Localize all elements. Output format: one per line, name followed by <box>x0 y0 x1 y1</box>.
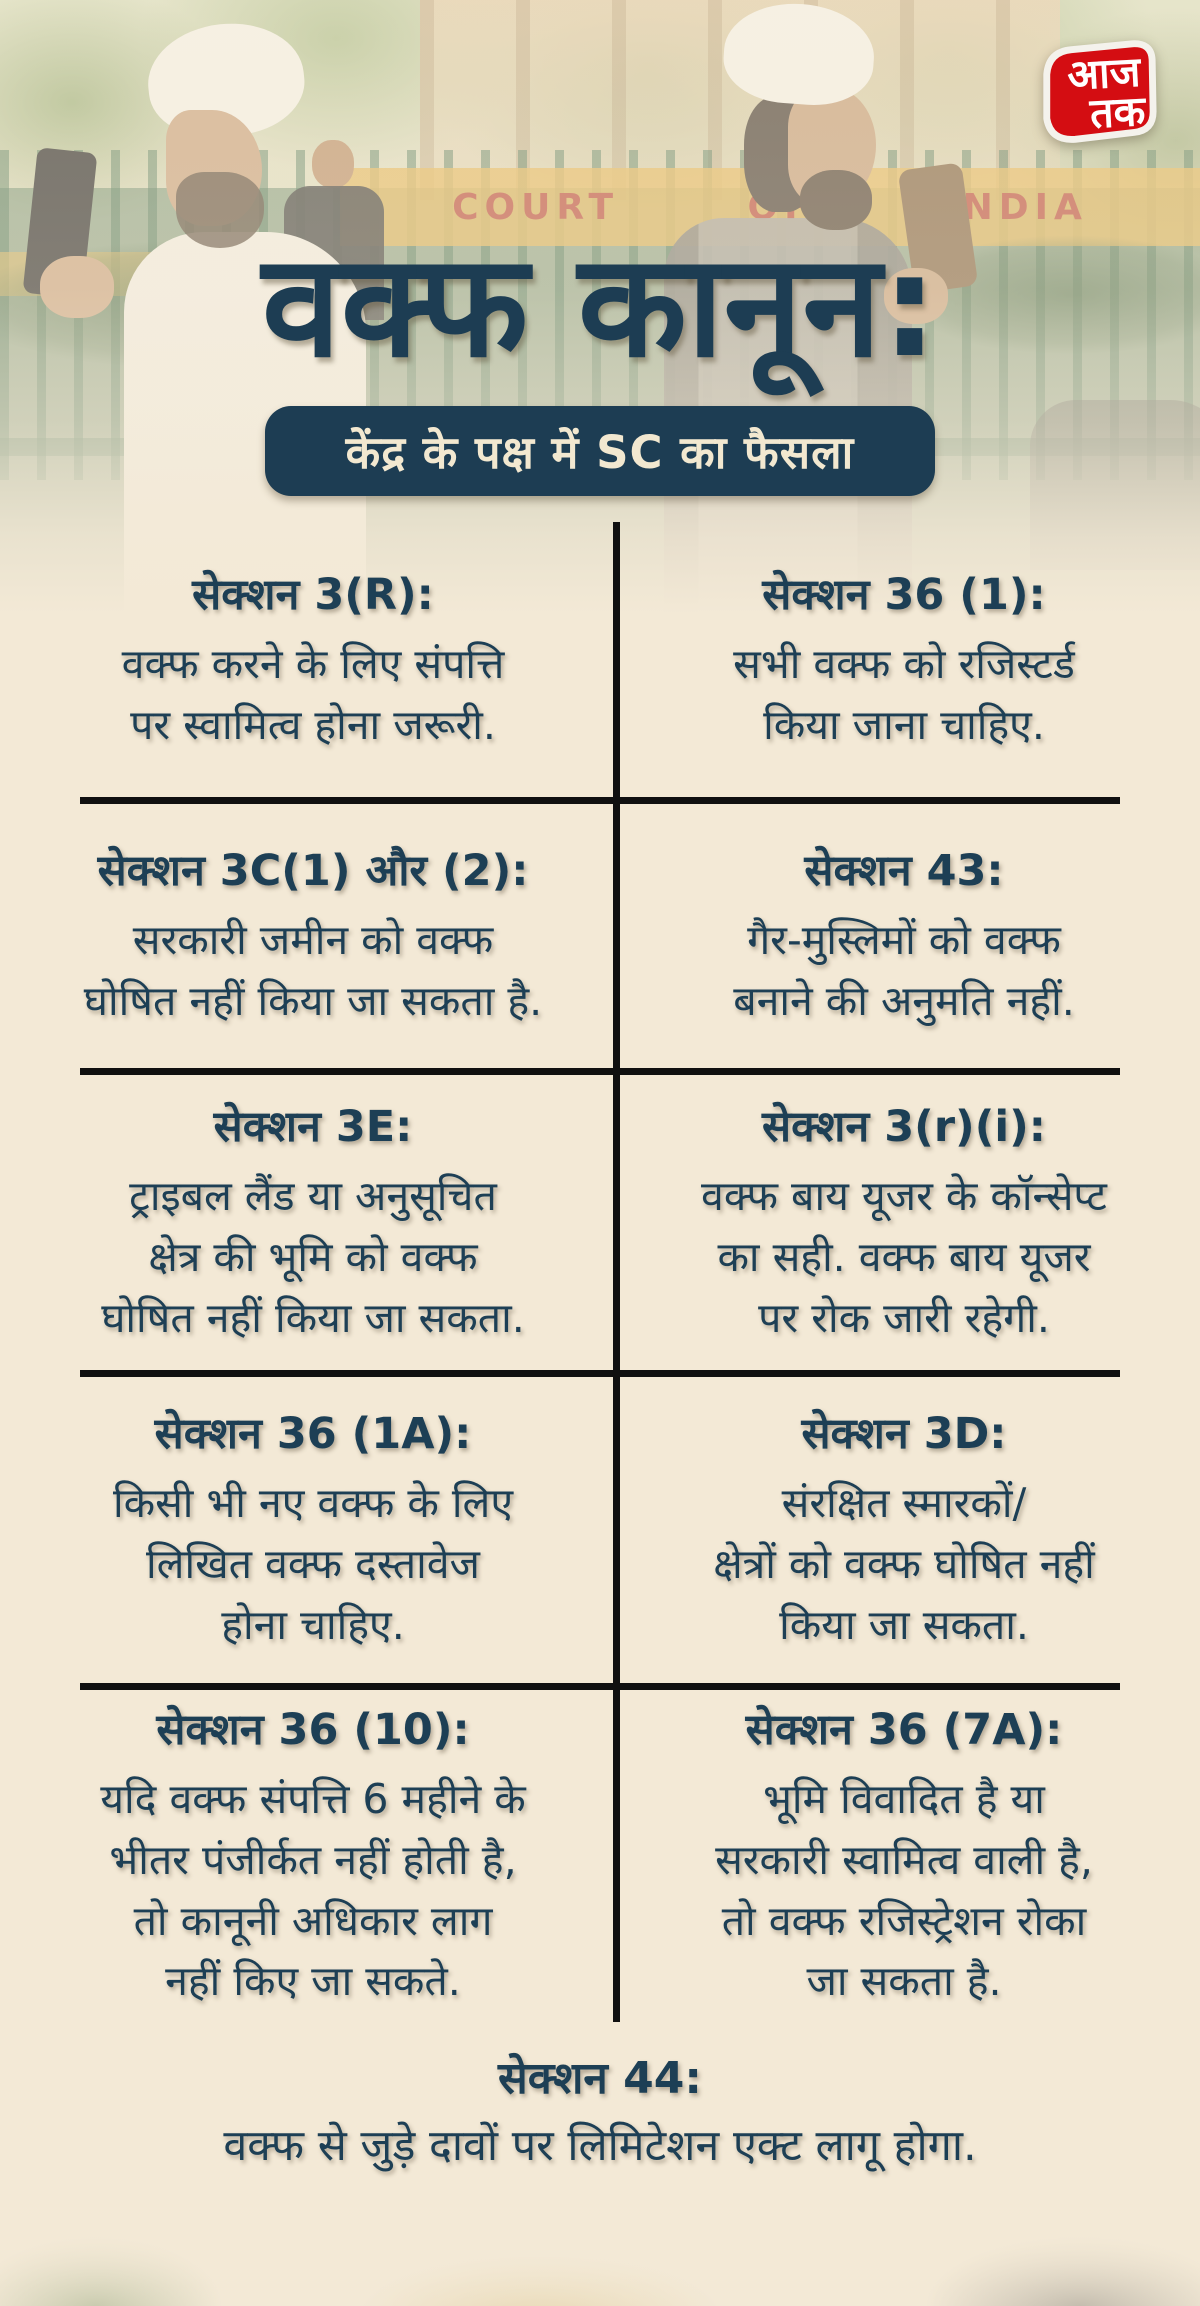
section-body: गैर-मुस्लिमों को वक्फ बनाने की अनुमति नह… <box>733 915 1075 1025</box>
section-heading: सेक्शन 3E: <box>213 1102 413 1153</box>
section-heading: सेक्शन 3D: <box>801 1409 1007 1460</box>
section-body: किसी भी नए वक्फ के लिए लिखित वक्फ दस्ताव… <box>112 1479 513 1649</box>
section-heading: सेक्शन 36 (10): <box>156 1705 470 1756</box>
section-heading: सेक्शन 36 (1A): <box>154 1409 472 1460</box>
section-heading: सेक्शन 36 (7A): <box>745 1705 1063 1756</box>
section-cell-3ri: सेक्शन 3(r)(i): वक्फ बाय यूजर के कॉन्सेप… <box>630 1076 1178 1368</box>
section-body: संरक्षित स्मारकों/ क्षेत्रों को वक्फ घोष… <box>713 1479 1095 1649</box>
section-body: भूमि विवादित है या सरकारी स्वामित्व वाली… <box>715 1775 1093 2006</box>
grid-horizontal-divider-2 <box>80 1068 1120 1075</box>
section-body: यदि वक्फ संपत्ति 6 महीने के भीतर पंजीर्क… <box>100 1775 526 2006</box>
footer-heading: सेक्शन 44: <box>498 2053 702 2104</box>
section-heading: सेक्शन 3(r)(i): <box>762 1102 1046 1153</box>
section-heading: सेक्शन 3C(1) और (2): <box>97 845 529 896</box>
grid-horizontal-divider-4 <box>80 1683 1120 1690</box>
aajtak-logo-line1: आज <box>1066 48 1143 100</box>
subtitle-badge: केंद्र के पक्ष में SC का फैसला <box>265 406 935 496</box>
section-44-footer: सेक्शन 44: वक्फ से जुड़े दावों पर लिमिटे… <box>0 2046 1200 2173</box>
section-cell-3R: सेक्शन 3(R): वक्फ करने के लिए संपत्ति पर… <box>28 525 598 793</box>
aajtak-logo-shape <box>1043 40 1157 143</box>
section-body: सभी वक्फ को रजिस्टर्ड किया जाना चाहिए. <box>733 639 1075 749</box>
section-body: ट्राइबल लैंड या अनुसूचित क्षेत्र की भूमि… <box>101 1172 525 1342</box>
section-body: वक्फ करने के लिए संपत्ति पर स्वामित्व हो… <box>121 639 505 749</box>
subtitle-badge-label: केंद्र के पक्ष में SC का फैसला <box>345 425 855 479</box>
aajtak-logo-icon: आज तक <box>1043 40 1157 143</box>
section-cell-36-1A: सेक्शन 36 (1A): किसी भी नए वक्फ के लिए ल… <box>28 1378 598 1680</box>
section-heading: सेक्शन 3(R): <box>192 569 434 620</box>
aajtak-logo-line2: तक <box>1088 87 1149 138</box>
cream-wash-overlay <box>0 0 1200 640</box>
section-cell-43: सेक्शन 43: गैर-मुस्लिमों को वक्फ बनाने क… <box>630 805 1178 1065</box>
bottom-photo-wash <box>0 2198 1200 2306</box>
section-heading: सेक्शन 43: <box>804 845 1004 896</box>
section-heading: सेक्शन 36 (1): <box>762 569 1046 620</box>
grid-horizontal-divider-3 <box>80 1370 1120 1377</box>
footer-body: वक्फ से जुड़े दावों पर लिमिटेशन एक्ट लाग… <box>223 2121 977 2171</box>
section-cell-3D: सेक्शन 3D: संरक्षित स्मारकों/ क्षेत्रों … <box>630 1378 1178 1680</box>
section-cell-36-10: सेक्शन 36 (10): यदि वक्फ संपत्ति 6 महीने… <box>28 1691 598 2019</box>
header-photo: COURT OF INDIA <box>0 0 1200 640</box>
section-cell-36-1: सेक्शन 36 (1): सभी वक्फ को रजिस्टर्ड किय… <box>630 525 1178 793</box>
grid-vertical-divider <box>613 522 620 2022</box>
section-cell-3E: सेक्शन 3E: ट्राइबल लैंड या अनुसूचित क्षे… <box>28 1076 598 1368</box>
section-cell-36-7A: सेक्शन 36 (7A): भूमि विवादित है या सरकार… <box>630 1691 1178 2019</box>
section-body: वक्फ बाय यूजर के कॉन्सेप्ट का सही. वक्फ … <box>701 1172 1107 1342</box>
grid-horizontal-divider-1 <box>80 797 1120 804</box>
section-cell-3C: सेक्शन 3C(1) और (2): सरकारी जमीन को वक्फ… <box>28 805 598 1065</box>
page-title: वक्फ कानून: <box>261 224 939 389</box>
section-body: सरकारी जमीन को वक्फ घोषित नहीं किया जा स… <box>83 915 543 1025</box>
